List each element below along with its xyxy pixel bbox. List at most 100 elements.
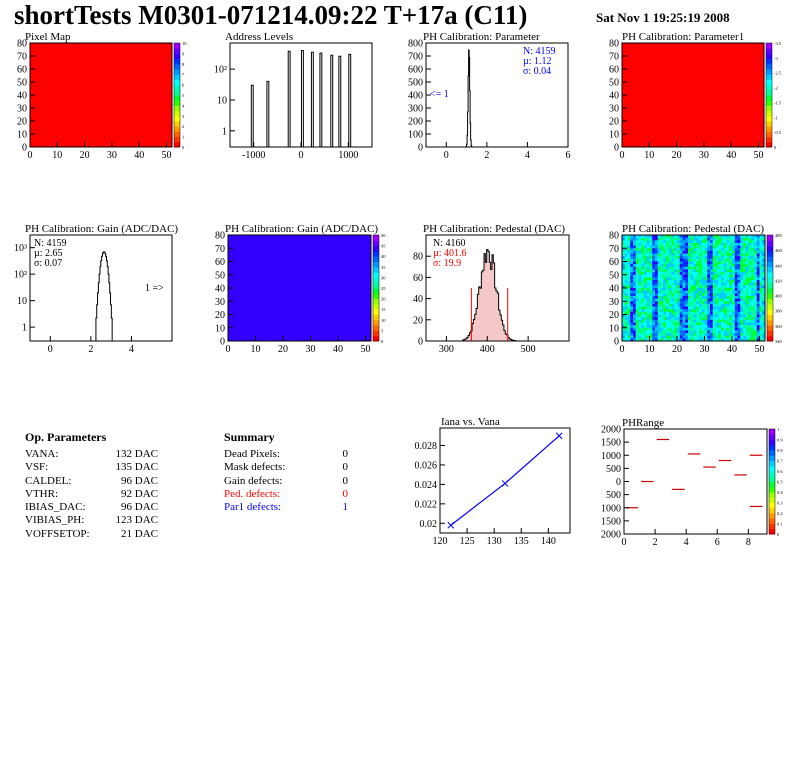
heatmap-cell <box>655 282 659 286</box>
heatmap-cell <box>677 317 681 321</box>
heatmap-cell <box>759 298 763 302</box>
heatmap-cell <box>715 235 719 239</box>
heatmap-cell <box>671 293 675 297</box>
heatmap-cell <box>721 264 725 268</box>
heatmap-cell <box>707 314 711 318</box>
heatmap-cell <box>721 290 725 294</box>
heatmap-cell <box>721 250 725 254</box>
heatmap-cell <box>668 335 672 339</box>
heatmap-cell <box>652 301 656 305</box>
heatmap-cell <box>699 253 703 257</box>
heatmap-cell <box>732 325 736 329</box>
heatmap-cell <box>704 327 708 331</box>
heatmap-cell <box>718 330 722 334</box>
heatmap-cell <box>649 235 653 239</box>
y-tick-label: 1500 <box>601 438 621 449</box>
heatmap-cell <box>624 248 628 252</box>
heatmap-cell <box>660 327 664 331</box>
heatmap-cell <box>712 242 716 246</box>
heatmap-cell <box>704 303 708 307</box>
heatmap-cell <box>679 274 683 278</box>
heatmap-cell <box>704 269 708 273</box>
heatmap-cell <box>635 288 639 292</box>
heatmap-cell <box>759 235 763 239</box>
heatmap-cell <box>646 309 650 313</box>
heatmap-cell <box>668 290 672 294</box>
heatmap-cell <box>652 325 656 329</box>
heatmap-cell <box>663 322 667 326</box>
heatmap-cell <box>633 290 637 294</box>
heatmap-cell <box>693 335 697 339</box>
y-tick-label: 0.026 <box>415 460 438 471</box>
heatmap-cell <box>679 325 683 329</box>
heatmap-cell <box>674 290 678 294</box>
heatmap-cell <box>721 253 725 257</box>
heatmap-cell <box>685 303 689 307</box>
heatmap-cell <box>754 266 758 270</box>
heatmap-cell <box>696 322 700 326</box>
heatmap-cell <box>652 338 656 342</box>
heatmap-cell <box>682 282 686 286</box>
heatmap-cell <box>652 256 656 260</box>
heatmap-cell <box>644 245 648 249</box>
x-tick-label: 30 <box>107 150 117 161</box>
heatmap-cell <box>723 306 727 310</box>
heatmap-cell <box>743 330 747 334</box>
heatmap-cell <box>674 333 678 337</box>
heatmap-cell <box>756 253 760 257</box>
heatmap-cell <box>721 309 725 313</box>
heatmap-cell <box>740 240 744 244</box>
heatmap-cell <box>699 264 703 268</box>
heatmap-cell <box>685 327 689 331</box>
heatmap-cell <box>638 242 642 246</box>
heatmap-cell <box>745 309 749 313</box>
heatmap-cell <box>633 303 637 307</box>
heatmap-cell <box>732 290 736 294</box>
heatmap-cell <box>644 274 648 278</box>
heatmap-cell <box>704 290 708 294</box>
heatmap-cell <box>718 261 722 265</box>
heatmap-cell <box>622 288 626 292</box>
heatmap-cell <box>655 274 659 278</box>
heatmap-cell <box>707 253 711 257</box>
heatmap-cell <box>688 269 692 273</box>
summary-value: 0 <box>342 487 349 500</box>
heatmap-cell <box>630 266 634 270</box>
y-tick-label: 80 <box>413 252 423 263</box>
heatmap-cell <box>743 327 747 331</box>
heatmap-cell <box>754 274 758 278</box>
heatmap-cell <box>693 293 697 297</box>
heatmap-cell <box>677 250 681 254</box>
heatmap-cell <box>748 285 752 289</box>
heatmap-cell <box>622 298 626 302</box>
heatmap-cell <box>701 258 705 262</box>
heatmap-cell <box>729 288 733 292</box>
heatmap-cell <box>756 235 760 239</box>
heatmap-cell <box>644 240 648 244</box>
heatmap-cell <box>633 282 637 286</box>
heatmap-cell <box>699 306 703 310</box>
heatmap-cell <box>743 245 747 249</box>
heatmap-cell <box>671 311 675 315</box>
heatmap-cell <box>663 253 667 257</box>
heatmap-cell <box>745 272 749 276</box>
summary-label: Par1 defects: <box>224 501 282 514</box>
heatmap-cell <box>759 282 763 286</box>
heatmap-cell <box>745 333 749 337</box>
heatmap-cell <box>663 248 667 252</box>
y-tick-label: 0 <box>220 337 225 348</box>
y-tick-label: 40 <box>413 294 423 305</box>
heatmap-cell <box>704 338 708 342</box>
heatmap-cell <box>732 338 736 342</box>
heatmap-cell <box>715 325 719 329</box>
heatmap-cell <box>644 314 648 318</box>
heatmap-cell <box>696 288 700 292</box>
palette-tick-label: 0 <box>774 145 777 150</box>
heatmap-cell <box>704 298 708 302</box>
palette-tick-label: -2 <box>774 86 778 91</box>
heatmap-cell <box>646 327 650 331</box>
heatmap-cell <box>729 290 733 294</box>
x-tick-label: 140 <box>541 536 556 547</box>
heatmap-cell <box>704 235 708 239</box>
